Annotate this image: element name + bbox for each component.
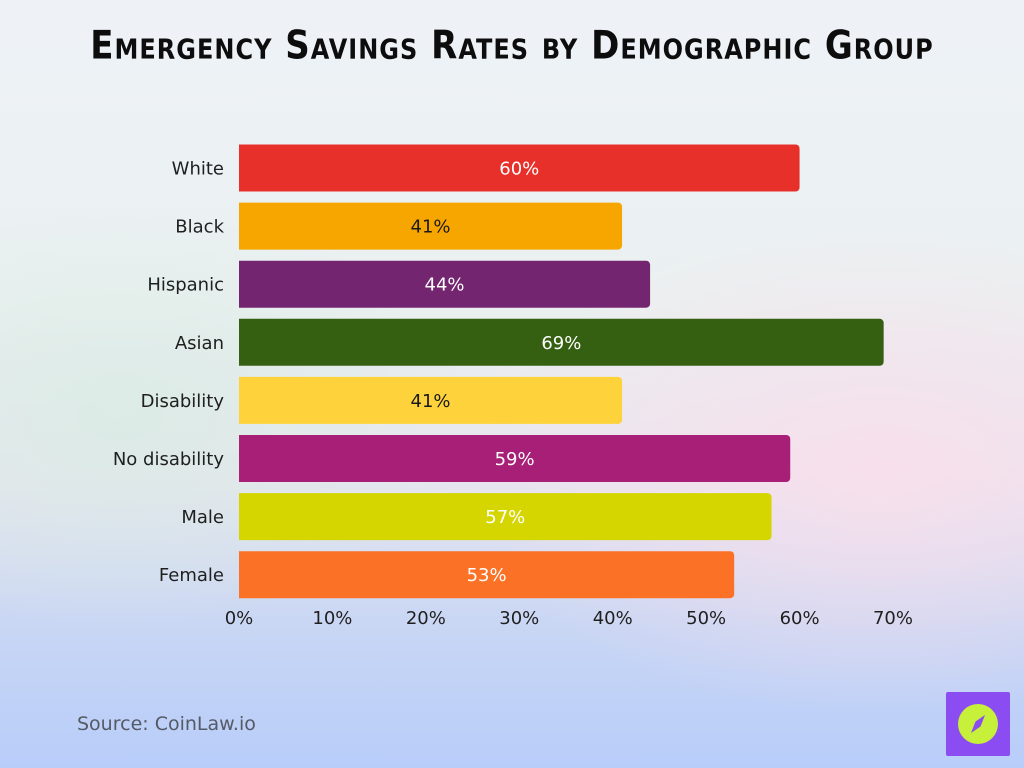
data-label: 59% (495, 449, 535, 470)
bar-male (239, 493, 772, 541)
bar-chart: White 60% Black 41% Hispanic 44% Asian 69% Disab… (113, 144, 913, 629)
x-tick-label: 10% (312, 608, 352, 629)
compass-icon (958, 704, 998, 744)
category-label: No disability (113, 449, 225, 470)
category-label: Asian (175, 333, 224, 354)
category-label: Male (181, 507, 224, 528)
bar-asian (239, 318, 884, 366)
bar-female (239, 551, 735, 599)
x-tick-label: 60% (780, 608, 820, 629)
x-tick-label: 40% (593, 608, 633, 629)
x-tick-label: 50% (686, 608, 726, 629)
bar-disability (239, 376, 623, 424)
chart-title: Emergency Savings Rates by Demographic G… (90, 23, 934, 69)
x-tick-label: 20% (406, 608, 446, 629)
bar-black (239, 202, 623, 250)
data-label: 41% (411, 217, 451, 238)
data-label: 44% (425, 275, 465, 296)
logo (946, 692, 1010, 756)
data-label: 57% (485, 507, 525, 528)
x-tick-label: 30% (499, 608, 539, 629)
category-label: White (172, 159, 224, 180)
category-label: Female (159, 565, 224, 586)
bar-hispanic (239, 260, 651, 308)
category-label: Hispanic (147, 275, 224, 296)
x-tick-label: 70% (873, 608, 913, 629)
data-label: 53% (467, 565, 507, 586)
source-text: Source: CoinLaw.io (77, 713, 256, 735)
bar-no-disability (239, 435, 791, 482)
x-tick-label: 0% (225, 608, 254, 629)
data-label: 69% (541, 333, 581, 354)
category-label: Black (175, 217, 224, 238)
bar-white (239, 144, 800, 192)
data-label: 41% (411, 391, 451, 412)
category-label: Disability (141, 391, 225, 412)
data-label: 60% (499, 159, 539, 180)
